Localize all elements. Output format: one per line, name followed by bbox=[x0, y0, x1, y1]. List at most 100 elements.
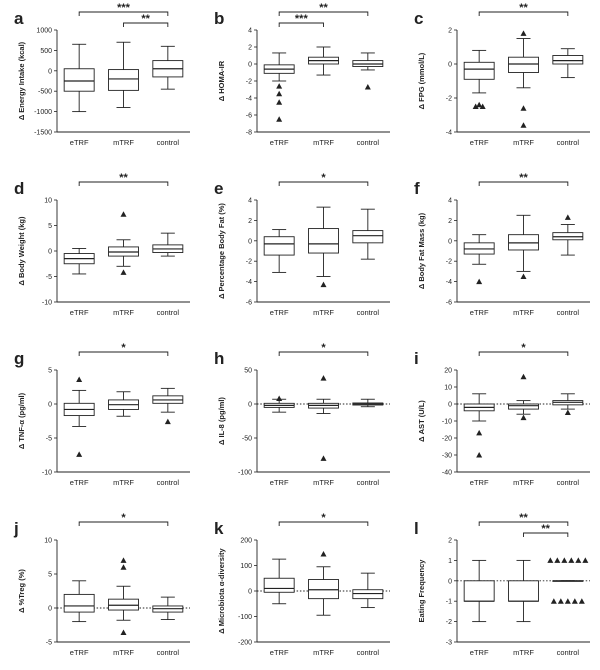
significance-label: *** bbox=[295, 13, 309, 25]
box-eTRF bbox=[463, 559, 495, 623]
y-tick-label: 0 bbox=[48, 249, 52, 256]
box-iqr bbox=[108, 598, 139, 611]
y-axis-label: Δ IL-8 (pg/ml) bbox=[217, 397, 226, 445]
panel-letter: c bbox=[414, 9, 423, 28]
bracket-line bbox=[478, 351, 569, 356]
panel-letter: k bbox=[214, 519, 224, 538]
y-tick-label: 0 bbox=[448, 402, 452, 409]
x-category-label: eTRF bbox=[70, 648, 89, 657]
box-control bbox=[352, 52, 384, 90]
outlier-point bbox=[557, 598, 564, 604]
box-iqr bbox=[308, 228, 339, 254]
significance-bracket: ** bbox=[478, 2, 569, 16]
bracket-line bbox=[78, 521, 169, 526]
box-control bbox=[152, 596, 184, 621]
bracket-line bbox=[478, 521, 569, 526]
box-mTRF bbox=[508, 559, 539, 623]
x-category-label: eTRF bbox=[270, 138, 289, 147]
outlier-point bbox=[520, 122, 527, 128]
box-eTRF bbox=[463, 393, 495, 458]
box-eTRF bbox=[263, 558, 295, 605]
box-control bbox=[552, 214, 584, 256]
x-category-label: eTRF bbox=[70, 308, 89, 317]
significance-bracket: * bbox=[478, 342, 569, 356]
y-tick-label: -6 bbox=[246, 300, 252, 307]
significance-label: * bbox=[321, 342, 326, 354]
x-category-label: mTRF bbox=[113, 648, 134, 657]
significance-bracket: * bbox=[278, 512, 369, 526]
box-iqr bbox=[463, 61, 495, 80]
box-iqr bbox=[463, 580, 495, 602]
outlier-point bbox=[76, 376, 83, 383]
bracket-line bbox=[478, 181, 569, 186]
x-category-label: control bbox=[557, 138, 580, 147]
y-tick-label: 0 bbox=[248, 402, 252, 409]
box-eTRF bbox=[63, 580, 95, 623]
y-tick-label: -30 bbox=[442, 453, 452, 460]
y-tick-label: -8 bbox=[246, 130, 252, 137]
box-eTRF bbox=[63, 43, 95, 113]
significance-label: * bbox=[121, 512, 126, 524]
x-category-label: mTRF bbox=[113, 308, 134, 317]
outlier-point bbox=[76, 451, 83, 457]
bracket-line bbox=[78, 351, 169, 356]
box-mTRF bbox=[108, 391, 139, 417]
y-axis-label: Δ HOMA-IR bbox=[217, 60, 226, 101]
y-tick-label: -500 bbox=[38, 89, 52, 96]
x-category-label: mTRF bbox=[513, 648, 534, 657]
significance-bracket: ** bbox=[478, 512, 569, 526]
y-tick-label: 0 bbox=[448, 238, 452, 245]
panel-j: j 10 5 0 -5 Δ %Treg (%) eTRF mTRF control * bbox=[13, 512, 190, 657]
box-mTRF bbox=[508, 214, 539, 279]
y-axis-label: Δ Microbiota α-diversity bbox=[217, 547, 226, 633]
y-tick-label: -10 bbox=[42, 470, 52, 477]
y-tick-label: 0 bbox=[248, 238, 252, 245]
y-axis-label: Δ Body Fat Mass (kg) bbox=[417, 212, 426, 289]
outlier-point bbox=[120, 269, 127, 275]
y-tick-label: -1 bbox=[446, 599, 452, 606]
box-mTRF bbox=[308, 375, 339, 461]
bracket-line bbox=[523, 532, 569, 537]
x-category-label: mTRF bbox=[113, 478, 134, 487]
y-tick-label: -50 bbox=[242, 436, 252, 443]
panel-g: g 5 0 -5 -10 Δ TNF-α (pg/ml) eTRF mTRF control * bbox=[14, 342, 190, 487]
y-tick-label: 0 bbox=[248, 589, 252, 596]
significance-label: * bbox=[321, 512, 326, 524]
y-axis-label: Δ Body Weight (kg) bbox=[17, 216, 26, 286]
x-category-label: eTRF bbox=[270, 308, 289, 317]
outlier-point bbox=[164, 418, 171, 425]
significance-bracket: * bbox=[78, 512, 169, 526]
significance-label: ** bbox=[519, 172, 528, 184]
outlier-point bbox=[364, 83, 371, 90]
significance-bracket: ** bbox=[78, 172, 169, 186]
y-tick-label: 50 bbox=[244, 368, 252, 375]
significance-bracket: * bbox=[278, 342, 369, 356]
significance-bracket: ** bbox=[278, 2, 369, 16]
box-eTRF bbox=[263, 229, 295, 273]
x-category-label: mTRF bbox=[313, 308, 334, 317]
y-tick-label: 10 bbox=[444, 385, 452, 392]
y-tick-label: -1500 bbox=[34, 130, 52, 137]
outlier-point bbox=[276, 395, 283, 402]
panel-a: a 1000 500 0 -500 -1000 -1500 Δ Energy Intake (… bbox=[14, 2, 190, 147]
box-iqr bbox=[263, 236, 295, 256]
outlier-point bbox=[120, 211, 127, 217]
y-tick-label: 100 bbox=[240, 563, 252, 570]
y-tick-label: 0 bbox=[448, 62, 452, 69]
outlier-point bbox=[476, 452, 483, 458]
panel-h: h 50 0 -50 -100 Δ IL-8 (pg/ml) eTRF mTRF control… bbox=[214, 342, 390, 487]
box-control bbox=[552, 393, 584, 415]
outlier-point bbox=[276, 99, 283, 105]
x-category-label: mTRF bbox=[313, 648, 334, 657]
y-tick-label: -20 bbox=[442, 436, 452, 443]
x-category-label: mTRF bbox=[113, 138, 134, 147]
box-eTRF bbox=[263, 395, 295, 413]
outlier-point bbox=[320, 455, 327, 461]
outlier-point bbox=[550, 598, 557, 604]
box-iqr bbox=[508, 580, 539, 602]
bracket-line bbox=[278, 22, 324, 27]
y-tick-label: -40 bbox=[442, 470, 452, 477]
significance-bracket: ** bbox=[478, 172, 569, 186]
x-category-label: control bbox=[557, 308, 580, 317]
significance-label: ** bbox=[519, 2, 528, 14]
